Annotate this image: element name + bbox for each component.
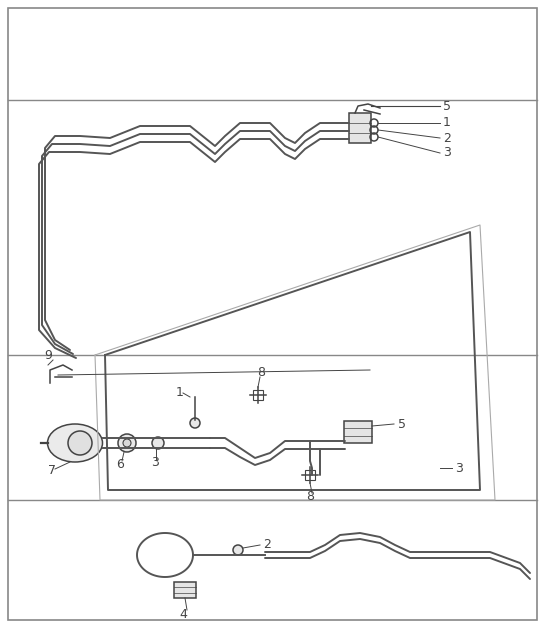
Text: 5: 5 bbox=[443, 99, 451, 112]
FancyBboxPatch shape bbox=[349, 113, 371, 143]
Text: 3: 3 bbox=[455, 462, 463, 475]
Text: 6: 6 bbox=[116, 458, 124, 472]
Circle shape bbox=[118, 434, 136, 452]
Text: 8: 8 bbox=[306, 490, 314, 504]
FancyBboxPatch shape bbox=[344, 421, 372, 443]
Circle shape bbox=[233, 545, 243, 555]
Text: 7: 7 bbox=[48, 465, 56, 477]
Text: 5: 5 bbox=[398, 418, 406, 431]
Text: 1: 1 bbox=[443, 117, 451, 129]
Text: 3: 3 bbox=[443, 146, 451, 160]
Circle shape bbox=[190, 418, 200, 428]
Text: 8: 8 bbox=[257, 367, 265, 379]
Ellipse shape bbox=[47, 424, 102, 462]
FancyBboxPatch shape bbox=[174, 582, 196, 598]
Text: 3: 3 bbox=[151, 457, 159, 470]
Circle shape bbox=[123, 439, 131, 447]
Text: 9: 9 bbox=[44, 349, 52, 362]
Text: 1: 1 bbox=[176, 386, 184, 399]
Text: 4: 4 bbox=[179, 607, 187, 620]
Circle shape bbox=[68, 431, 92, 455]
Circle shape bbox=[152, 437, 164, 449]
Text: 2: 2 bbox=[263, 538, 271, 551]
Text: 2: 2 bbox=[443, 131, 451, 144]
